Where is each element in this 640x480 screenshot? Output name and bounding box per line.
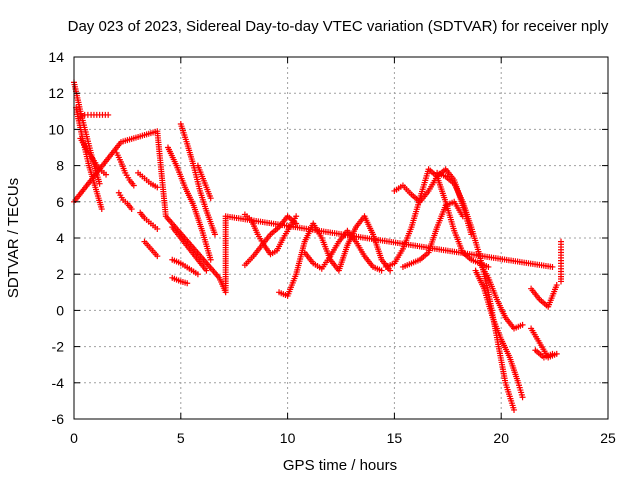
- data-point: [203, 267, 210, 274]
- x-axis-label: GPS time / hours: [283, 457, 397, 474]
- data-point: [154, 225, 161, 232]
- data-points: [71, 79, 565, 413]
- data-point: [519, 321, 526, 328]
- data-point: [154, 253, 161, 260]
- x-tick-label: 10: [280, 430, 296, 446]
- x-tick-label: 25: [600, 430, 616, 446]
- data-point: [387, 267, 394, 274]
- data-point: [549, 263, 556, 270]
- y-tick-label: 2: [56, 266, 64, 282]
- data-point: [96, 180, 103, 187]
- x-ticks: 0 5 10 15 20 25: [70, 57, 616, 446]
- data-point: [105, 111, 112, 118]
- y-tick-label: 12: [48, 85, 64, 101]
- data-point: [293, 220, 300, 227]
- y-ticks: -6 -4 -2 0 2 4 6 8 10 12 14: [48, 49, 608, 427]
- data-point: [103, 171, 110, 178]
- data-point: [519, 394, 526, 401]
- data-point: [378, 267, 385, 274]
- y-tick-label: -6: [52, 411, 65, 427]
- y-tick-label: -2: [52, 339, 65, 355]
- x-tick-label: 20: [493, 430, 509, 446]
- x-tick-label: 5: [177, 430, 185, 446]
- y-tick-label: 14: [48, 49, 64, 65]
- y-tick-label: 0: [56, 302, 64, 318]
- data-point: [553, 282, 560, 289]
- data-point: [184, 280, 191, 287]
- data-point: [194, 271, 201, 278]
- data-point: [154, 184, 161, 191]
- x-tick-label: 0: [70, 430, 78, 446]
- data-point: [558, 278, 565, 285]
- data-point: [128, 206, 135, 213]
- data-point: [511, 406, 518, 413]
- data-point: [207, 195, 214, 202]
- data-point: [98, 206, 105, 213]
- y-tick-label: 4: [56, 230, 64, 246]
- chart-title: Day 023 of 2023, Sidereal Day-to-day VTE…: [68, 18, 609, 35]
- data-point: [211, 231, 218, 238]
- data-point: [293, 213, 300, 220]
- x-tick-label: 15: [387, 430, 403, 446]
- y-tick-label: 8: [56, 158, 64, 174]
- y-tick-label: 6: [56, 194, 64, 210]
- data-point: [207, 256, 214, 263]
- data-point: [549, 350, 556, 357]
- data-point: [485, 263, 492, 270]
- y-tick-label: 10: [48, 121, 64, 137]
- data-point: [130, 182, 137, 189]
- y-tick-label: -4: [52, 375, 65, 391]
- y-axis-label: SDTVAR / TECUs: [5, 178, 22, 298]
